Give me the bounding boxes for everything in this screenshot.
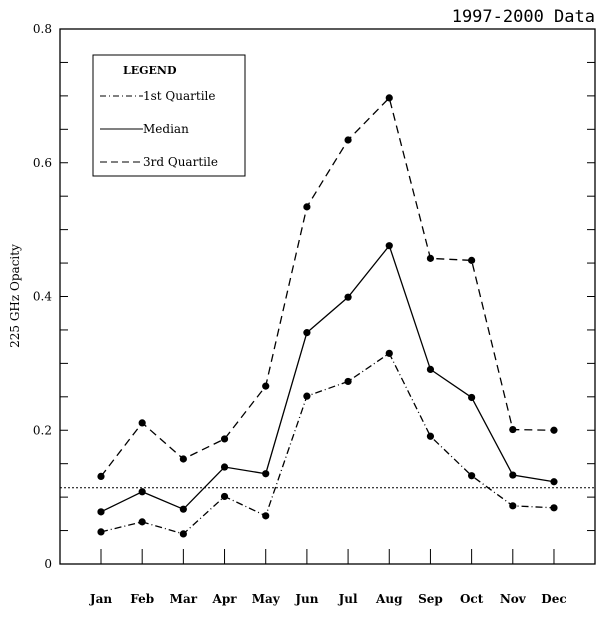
series-line-median <box>100 244 555 513</box>
data-point-3rd-quartile <box>303 203 311 211</box>
data-point-3rd-quartile <box>344 136 352 144</box>
data-point-1st-quartile <box>344 377 352 386</box>
x-tick-label: Oct <box>460 592 484 606</box>
data-point-median <box>262 470 270 478</box>
data-point-median <box>303 329 311 337</box>
data-point-1st-quartile <box>468 472 476 480</box>
data-point-1st-quartile <box>138 518 146 526</box>
x-tick-label: Nov <box>500 592 527 606</box>
x-tick-label: Sep <box>418 592 443 606</box>
data-point-median <box>344 293 352 301</box>
data-point-median <box>550 478 558 486</box>
data-point-1st-quartile <box>262 512 270 520</box>
data-point-1st-quartile <box>426 432 435 440</box>
data-point-median <box>220 463 229 471</box>
x-tick-label: Apr <box>212 592 238 606</box>
series-line-1st-quartile <box>100 352 555 535</box>
data-point-3rd-quartile <box>138 419 146 427</box>
data-point-3rd-quartile <box>262 382 270 390</box>
y-tick-label: 0.8 <box>33 22 52 36</box>
data-point-1st-quartile <box>550 504 558 512</box>
data-point-median <box>179 505 187 513</box>
data-point-1st-quartile <box>220 492 229 501</box>
y-tick-label: 0.2 <box>33 423 52 437</box>
legend-label-median: Median <box>143 122 189 136</box>
data-point-median <box>509 471 517 479</box>
data-point-1st-quartile <box>179 530 187 538</box>
data-point-3rd-quartile <box>468 256 476 264</box>
x-tick-label: Jan <box>89 592 112 606</box>
data-point-1st-quartile <box>97 528 105 536</box>
legend-label-3rd-quartile: 3rd Quartile <box>143 155 218 169</box>
x-tick-label: Feb <box>130 592 154 606</box>
data-point-3rd-quartile <box>97 472 105 480</box>
x-tick-label: May <box>252 592 281 606</box>
data-point-median <box>468 393 476 402</box>
data-point-1st-quartile <box>303 392 311 400</box>
x-tick-label: Jul <box>338 592 358 606</box>
x-tick-label: Dec <box>541 592 566 606</box>
y-tick-label: 0.4 <box>33 290 52 304</box>
data-point-median <box>97 508 105 516</box>
data-point-3rd-quartile <box>550 426 558 434</box>
data-point-1st-quartile <box>509 502 517 510</box>
data-point-median <box>138 488 146 496</box>
legend-label-1st-quartile: 1st Quartile <box>143 89 216 103</box>
y-tick-label: 0.6 <box>33 156 52 170</box>
data-point-1st-quartile <box>385 349 393 357</box>
data-point-median <box>385 242 393 250</box>
y-tick-label: 0 <box>44 557 52 571</box>
chart-title: 1997-2000 Data <box>452 7 595 27</box>
x-tick-label: Jun <box>294 592 318 606</box>
data-point-3rd-quartile <box>385 94 393 102</box>
data-point-3rd-quartile <box>509 425 517 434</box>
legend: LEGEND 1st Quartile Median 3rd Quartile <box>92 54 246 177</box>
data-point-3rd-quartile <box>220 435 229 443</box>
data-point-3rd-quartile <box>426 254 435 262</box>
legend-title: LEGEND <box>123 64 177 77</box>
data-point-median <box>426 365 435 373</box>
data-point-3rd-quartile <box>179 455 187 463</box>
x-tick-label: Mar <box>170 592 198 606</box>
y-axis-label: 225 GHz Opacity <box>8 244 22 348</box>
x-tick-label: Aug <box>375 592 403 606</box>
series-line-3rd-quartile <box>100 96 554 477</box>
